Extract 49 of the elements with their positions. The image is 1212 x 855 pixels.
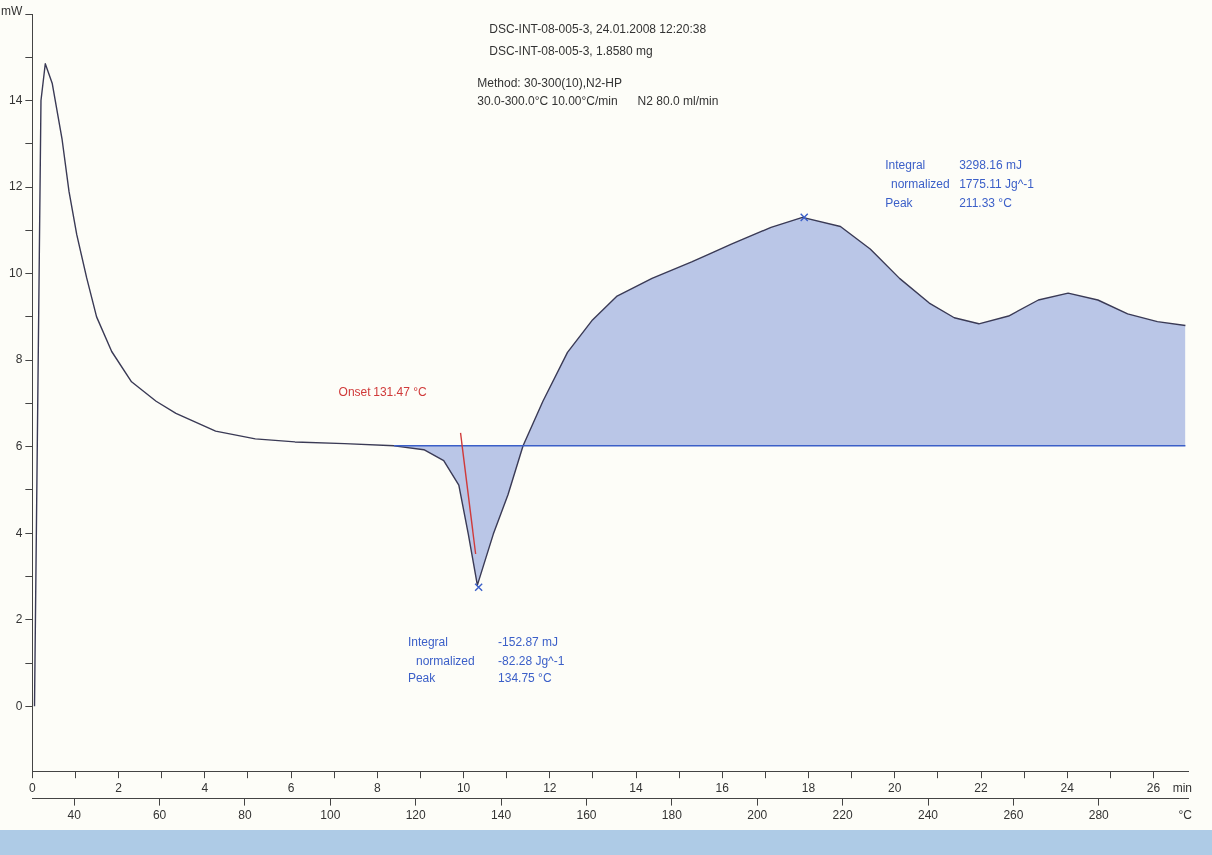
x-tick-label: 8 [373,780,381,795]
x-tick-label: 12 [543,780,557,795]
y-tick-label: 10 [8,265,23,280]
text: Peak 211.33 °C [885,195,1012,210]
text: DSC-INT-08-005-3, 1.8580 mg [489,44,653,59]
x-tick-label: 10 [456,780,471,795]
text: Integral -152.87 mJ [407,634,559,649]
x2-tick-label: 220 [832,808,853,823]
x2-tick-label: 40 [67,808,82,823]
y-tick-label: 2 [15,612,23,627]
x2-tick-label: 160 [576,808,597,823]
annotation: normalized 1775.11 Jg^-1 [891,176,1035,191]
x-tick-label: 4 [201,780,209,795]
y-tick-label: 0 [15,698,23,713]
y-tick-label: 14 [8,92,23,107]
x2-tick-label: 240 [917,808,939,823]
x-tick-label: 6 [287,780,295,795]
x-tick-label: 24 [1060,780,1075,795]
x2-tick-label: 120 [405,808,427,823]
x-tick-label: 2 [115,780,123,795]
x-tick-label: 0 [29,780,36,795]
x-tick-label: 18 [801,780,816,795]
y-tick-label: 6 [15,439,23,453]
x2-axis-title: °C [1178,808,1193,823]
y-axis-title: mW [1,4,24,19]
x2-tick-label: 100 [320,808,341,823]
y-tick-label: 4 [15,525,23,540]
y-tick-label: 8 [15,352,23,367]
text: Peak 134.75 °C [407,671,552,686]
x2-tick-label: 280 [1088,808,1110,823]
x-tick-label: 20 [888,780,902,795]
annotation: 30.0-300.0°C 10.00°C/min N2 80.0 ml/min [477,94,719,109]
text: normalized -82.28 Jg^-1 [416,653,565,668]
x2-tick-label: 140 [491,808,512,823]
x2-tick-label: 200 [747,808,768,823]
x2-tick-label: 180 [661,808,683,823]
x2-tick-label: 80 [238,808,252,823]
x-tick-label: 22 [974,780,989,795]
text: DSC-INT-08-005-3, 24.01.2008 12:20:38 [489,22,707,37]
x2-tick-label: 60 [152,808,167,823]
x2-tick-label: 260 [1003,808,1024,823]
annotation: Method: 30-300(10),N2-HP [477,76,623,91]
text: Integral 3298.16 mJ [885,157,1022,172]
x-tick-label: 14 [629,780,644,795]
y-tick-label: 12 [8,179,23,194]
x-axis-title: min [1172,780,1192,795]
x-tick-label: 16 [715,780,730,795]
annotation: Onset 131.47 °C [338,384,428,399]
x-tick-label: 26 [1146,780,1161,795]
